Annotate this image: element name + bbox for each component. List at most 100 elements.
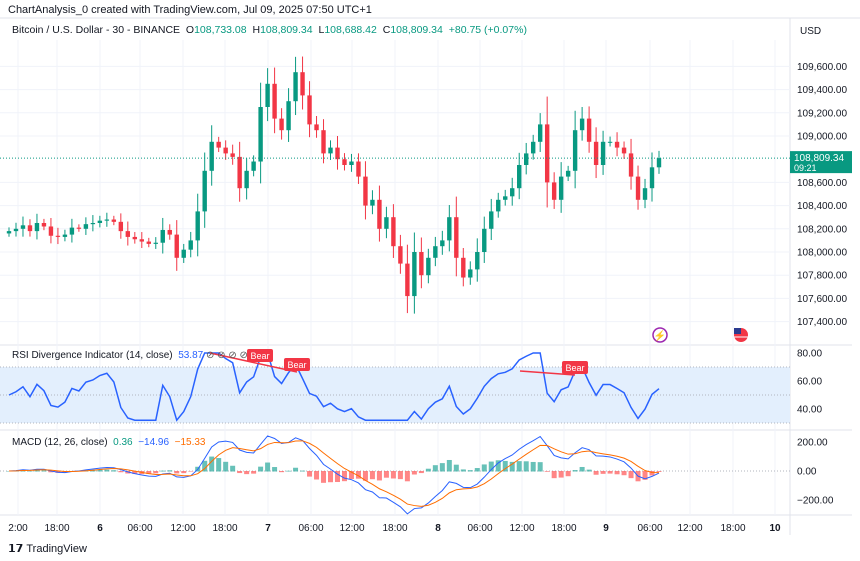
candle-body <box>97 220 103 223</box>
bear-signal-label: Bear <box>287 360 306 370</box>
candle-body <box>363 176 368 206</box>
candle-body <box>468 269 473 278</box>
macd-histogram-bar <box>258 466 264 472</box>
macd-histogram-bar <box>34 470 40 472</box>
hidden-plot-icons[interactable]: ⊘ ⊘ ⊘ ⊘ <box>206 350 248 361</box>
rsi-value: 53.87 <box>178 350 204 361</box>
time-tick-label: 9 <box>603 523 609 534</box>
macd-histogram-bar <box>453 464 459 472</box>
high-label: H <box>252 24 261 36</box>
price-tick-label: 108,400.00 <box>797 201 847 212</box>
candle-body <box>447 217 452 241</box>
candle-body <box>391 217 396 247</box>
price-tick-label: 109,000.00 <box>797 132 847 143</box>
rsi-tick-label: 60.00 <box>797 377 822 388</box>
candle-body <box>342 159 347 165</box>
hist-value: −15.33 <box>174 437 206 448</box>
macd-histogram-bar <box>153 471 159 474</box>
macd-histogram-bar <box>369 471 375 480</box>
open-value: 108,733.08 <box>194 24 247 36</box>
macd-histogram-bar <box>586 469 592 472</box>
time-tick-label: 12:00 <box>339 523 364 534</box>
candle-body <box>34 223 40 232</box>
candle-body <box>440 240 445 247</box>
symbol-legend: Bitcoin / U.S. Dollar - 30 - BINANCE O10… <box>12 24 527 36</box>
macd-histogram-bar <box>209 456 215 472</box>
signal-line <box>8 440 660 507</box>
currency-label: USD <box>800 26 821 37</box>
time-tick-label: 06:00 <box>467 523 492 534</box>
candle-body <box>579 118 585 131</box>
macd-histogram-bar <box>537 462 543 472</box>
macd-histogram-bar <box>495 460 501 472</box>
last-price-badge <box>790 151 852 174</box>
candle-body <box>90 223 96 225</box>
candle-body <box>153 242 158 244</box>
candle-body <box>398 246 403 264</box>
low-value: 108,688.42 <box>324 24 377 36</box>
price-tick-label: 109,200.00 <box>797 108 847 119</box>
candle-body <box>349 161 354 165</box>
bear-signal-label: Bear <box>250 351 269 361</box>
candle-body <box>419 252 424 276</box>
candle-body <box>377 199 382 229</box>
macd-label: MACD (12, 26, close) <box>12 437 108 448</box>
candle-body <box>69 227 75 235</box>
tradingview-logo-icon: 𝟭𝟳 <box>8 543 24 555</box>
candle-body <box>461 257 466 278</box>
macd-histogram-bar <box>202 460 208 472</box>
countdown-label: 09:21 <box>794 163 817 173</box>
price-tick-label: 108,600.00 <box>797 178 847 189</box>
candle-body <box>503 196 508 200</box>
open-label: O <box>185 24 195 36</box>
macd-histogram-bar <box>411 471 417 475</box>
candle-body <box>517 165 522 189</box>
macd-legend[interactable]: MACD (12, 26, close) 0.36 −14.96 −15.33 <box>12 437 206 448</box>
macd-histogram-bar <box>488 461 494 472</box>
macd-histogram-bar <box>41 470 47 472</box>
time-tick-label: 12:00 <box>677 523 702 534</box>
macd-histogram-bar <box>146 471 152 474</box>
macd-histogram-bar <box>97 469 103 472</box>
candle-body <box>356 161 361 177</box>
candle-body <box>76 227 82 229</box>
macd-histogram-bar <box>544 471 550 472</box>
candle-body <box>118 221 124 232</box>
tradingview-logo[interactable]: 𝟭𝟳 TradingView <box>8 542 87 555</box>
time-tick-label: 10 <box>769 523 781 534</box>
candle-body <box>524 153 529 165</box>
macd-histogram-bar <box>614 471 620 475</box>
candle-body <box>649 167 655 189</box>
macd-histogram-bar <box>251 471 257 474</box>
macd-histogram-bar <box>439 463 445 472</box>
candle-body <box>607 141 613 143</box>
time-tick-label: 8 <box>435 523 441 534</box>
high-value: 108,809.34 <box>260 24 313 36</box>
candle-body <box>55 235 61 237</box>
macd-histogram-bar <box>272 467 278 472</box>
macd-histogram-bar <box>48 471 54 473</box>
time-tick-label: 12:00 <box>170 523 195 534</box>
candle-body <box>237 156 242 189</box>
macd-histogram-bar <box>404 471 410 482</box>
time-tick-label: 18:00 <box>212 523 237 534</box>
macd-histogram-bar <box>607 471 613 474</box>
macd-histogram-bar <box>230 465 236 472</box>
candle-body <box>41 223 47 227</box>
candle-body <box>244 170 249 189</box>
time-tick-label: 18:00 <box>382 523 407 534</box>
candle-body <box>537 124 543 142</box>
macd-histogram-bar <box>446 459 452 472</box>
macd-histogram-bar <box>321 471 327 483</box>
macd-tick-label: −200.00 <box>797 496 834 507</box>
close-value: 108,809.34 <box>390 24 443 36</box>
time-tick-label: 18:00 <box>551 523 576 534</box>
low-label: L <box>318 24 325 36</box>
macd-histogram-bar <box>572 470 578 472</box>
rsi-legend[interactable]: RSI Divergence Indicator (14, close) 53.… <box>12 350 248 361</box>
symbol-name: Bitcoin / U.S. Dollar - 30 - BINANCE <box>12 24 181 36</box>
candle-body <box>160 229 165 243</box>
close-label: C <box>382 24 391 36</box>
